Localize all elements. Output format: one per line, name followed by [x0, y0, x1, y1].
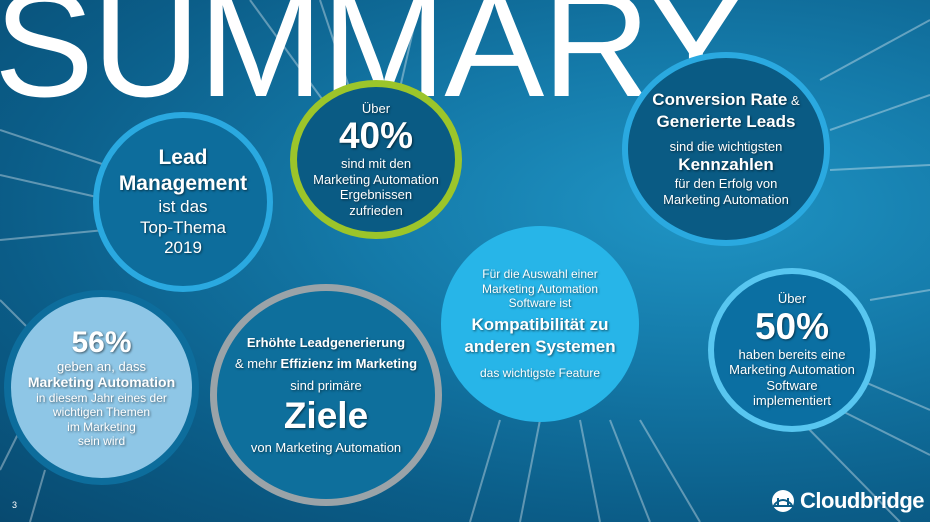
bubble-56-percent: 56% geben an, dass Marketing Automation … — [4, 290, 199, 485]
lead-line2: Management — [118, 172, 248, 196]
fifty-intro: Über — [777, 291, 807, 307]
forty-line3: Ergebnissen — [339, 187, 413, 203]
forty-value: 40% — [338, 115, 414, 157]
fiftysix-highlight: Marketing Automation — [27, 374, 176, 391]
cloudbridge-logo: Cloudbridge — [770, 488, 925, 514]
page-number: 3 — [12, 500, 18, 510]
bubble-ziele: Erhöhte Leadgenerierung & mehr Effizienz… — [210, 284, 442, 506]
bridge-icon — [772, 490, 794, 512]
bubble-40-percent: Über 40% sind mit den Marketing Automati… — [290, 80, 462, 239]
forty-line1: sind mit den — [340, 156, 412, 172]
fiftysix-value: 56% — [71, 325, 132, 359]
fifty-line1: haben bereits eine — [738, 346, 846, 362]
bubble-50-percent: Über 50% haben bereits eine Marketing Au… — [708, 268, 876, 432]
bubble-conversion-rate: Conversion Rate & Generierte Leads sind … — [622, 52, 830, 246]
fifty-line4: implementiert — [752, 393, 832, 409]
forty-line4: zufrieden — [349, 202, 403, 218]
ziele-line2-prefix: & mehr — [234, 356, 281, 372]
forty-line2: Marketing Automation — [313, 171, 439, 187]
ziele-line1: Erhöhte Leadgenerierung — [246, 334, 406, 350]
conv-line3: Marketing Automation — [663, 191, 789, 207]
fiftysix-line4: im Marketing — [67, 419, 136, 434]
logo-text: Cloudbridge — [800, 488, 925, 513]
fiftysix-line1: geben an, dass — [57, 358, 146, 374]
fiftysix-line3: wichtigen Themen — [52, 405, 151, 420]
fifty-line2: Marketing Automation — [729, 362, 855, 378]
komp-line3: Software ist — [508, 296, 572, 310]
lead-line5: 2019 — [164, 238, 202, 258]
conv-line1: sind die wichtigsten — [669, 138, 783, 154]
komp-line4: das wichtigste Feature — [479, 366, 601, 381]
conv-highlight: Kennzahlen — [678, 155, 774, 175]
ziele-highlight: Ziele — [283, 394, 369, 436]
komp-highlight2: anderen Systemen — [464, 337, 616, 357]
ziele-line4: von Marketing Automation — [250, 439, 402, 455]
lead-line3: ist das — [158, 197, 208, 217]
fifty-line3: Software — [766, 377, 818, 393]
bubble-lead-management: Lead Management ist das Top-Thema 2019 — [93, 112, 273, 292]
forty-intro: Über — [361, 100, 391, 116]
fiftysix-line2: in diesem Jahr eines der — [36, 390, 167, 405]
bubble-kompatibilitaet: Für die Auswahl einer Marketing Automati… — [441, 226, 639, 422]
lead-line1: Lead — [158, 146, 208, 170]
conv-title-part2: Generierte Leads — [656, 111, 796, 131]
conv-line2: für den Erfolg von — [674, 176, 778, 192]
conv-title-part1: Conversion Rate — [652, 90, 788, 110]
lead-line4: Top-Thema — [140, 217, 226, 237]
ziele-line2-bold: Effizienz im Marketing — [280, 356, 418, 372]
ziele-line3: sind primäre — [290, 378, 362, 393]
fifty-value: 50% — [754, 305, 830, 347]
komp-line2: Marketing Automation — [481, 281, 599, 296]
komp-highlight1: Kompatibilität zu — [471, 315, 609, 335]
conv-title-amp: & — [787, 93, 800, 109]
fiftysix-line5: sein wird — [77, 434, 126, 449]
komp-line1: Für die Auswahl einer — [482, 267, 598, 282]
